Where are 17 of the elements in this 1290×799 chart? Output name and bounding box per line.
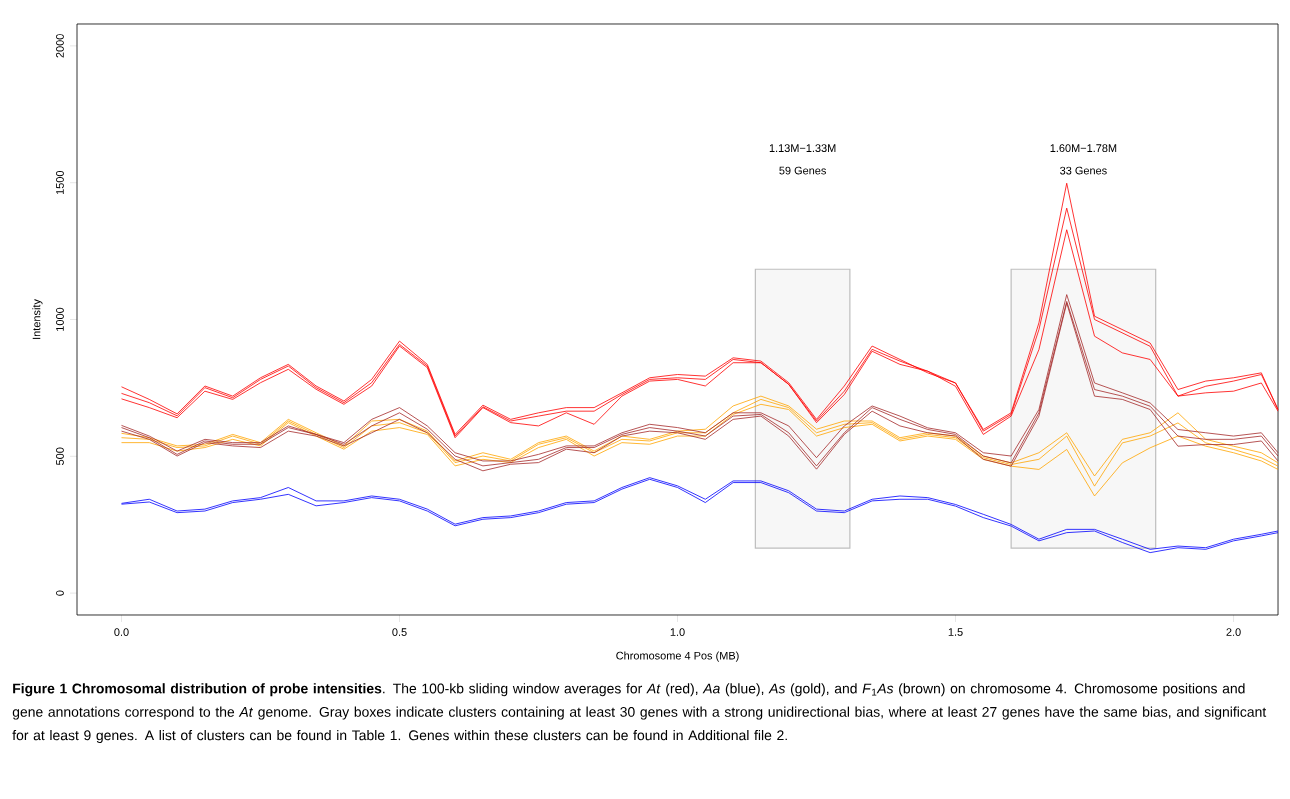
annotation: 1.60M−1.78M: [1050, 144, 1117, 152]
y-tick-label: 0: [56, 590, 64, 596]
x-tick-label: 1.0: [670, 628, 685, 636]
annotation: 59 Genes: [779, 166, 826, 175]
annotation: 1.13M−1.33M: [769, 144, 836, 152]
y-tick-label: 2000: [56, 34, 64, 58]
x-tick-label: 0.5: [392, 628, 407, 636]
x-tick-label: 0.0: [114, 628, 129, 636]
x-tick-label: 1.5: [948, 628, 963, 636]
annotation: 33 Genes: [1060, 166, 1107, 175]
y-tick-label: 1500: [56, 170, 64, 195]
x-tick-label: 2.0: [1226, 628, 1241, 636]
x-axis-title: Chromosome 4 Pos (MB): [616, 651, 739, 662]
y-tick-label: 1000: [56, 307, 64, 331]
y-tick-label: 500: [56, 447, 64, 466]
y-axis-title: Intensity: [32, 299, 43, 339]
text: Figure 1 Chromosomal distribution of probe intensities. The 100-kb sliding window averages for At (red), Aa (blue), As (gold), and F$_{1}$As (brown) on chromosome 4. Chromosome positions and gene annotations correspond to the At genome. Gray boxes indicate clusters containing at least 30 genes with a strong unidirectional bias, where at least 27 genes have the same bias, and significant for at least 9 genes. A list of clusters can be found in Table 1. Genes within these clusters can be found in Additional file 2.: [12, 683, 1267, 744]
